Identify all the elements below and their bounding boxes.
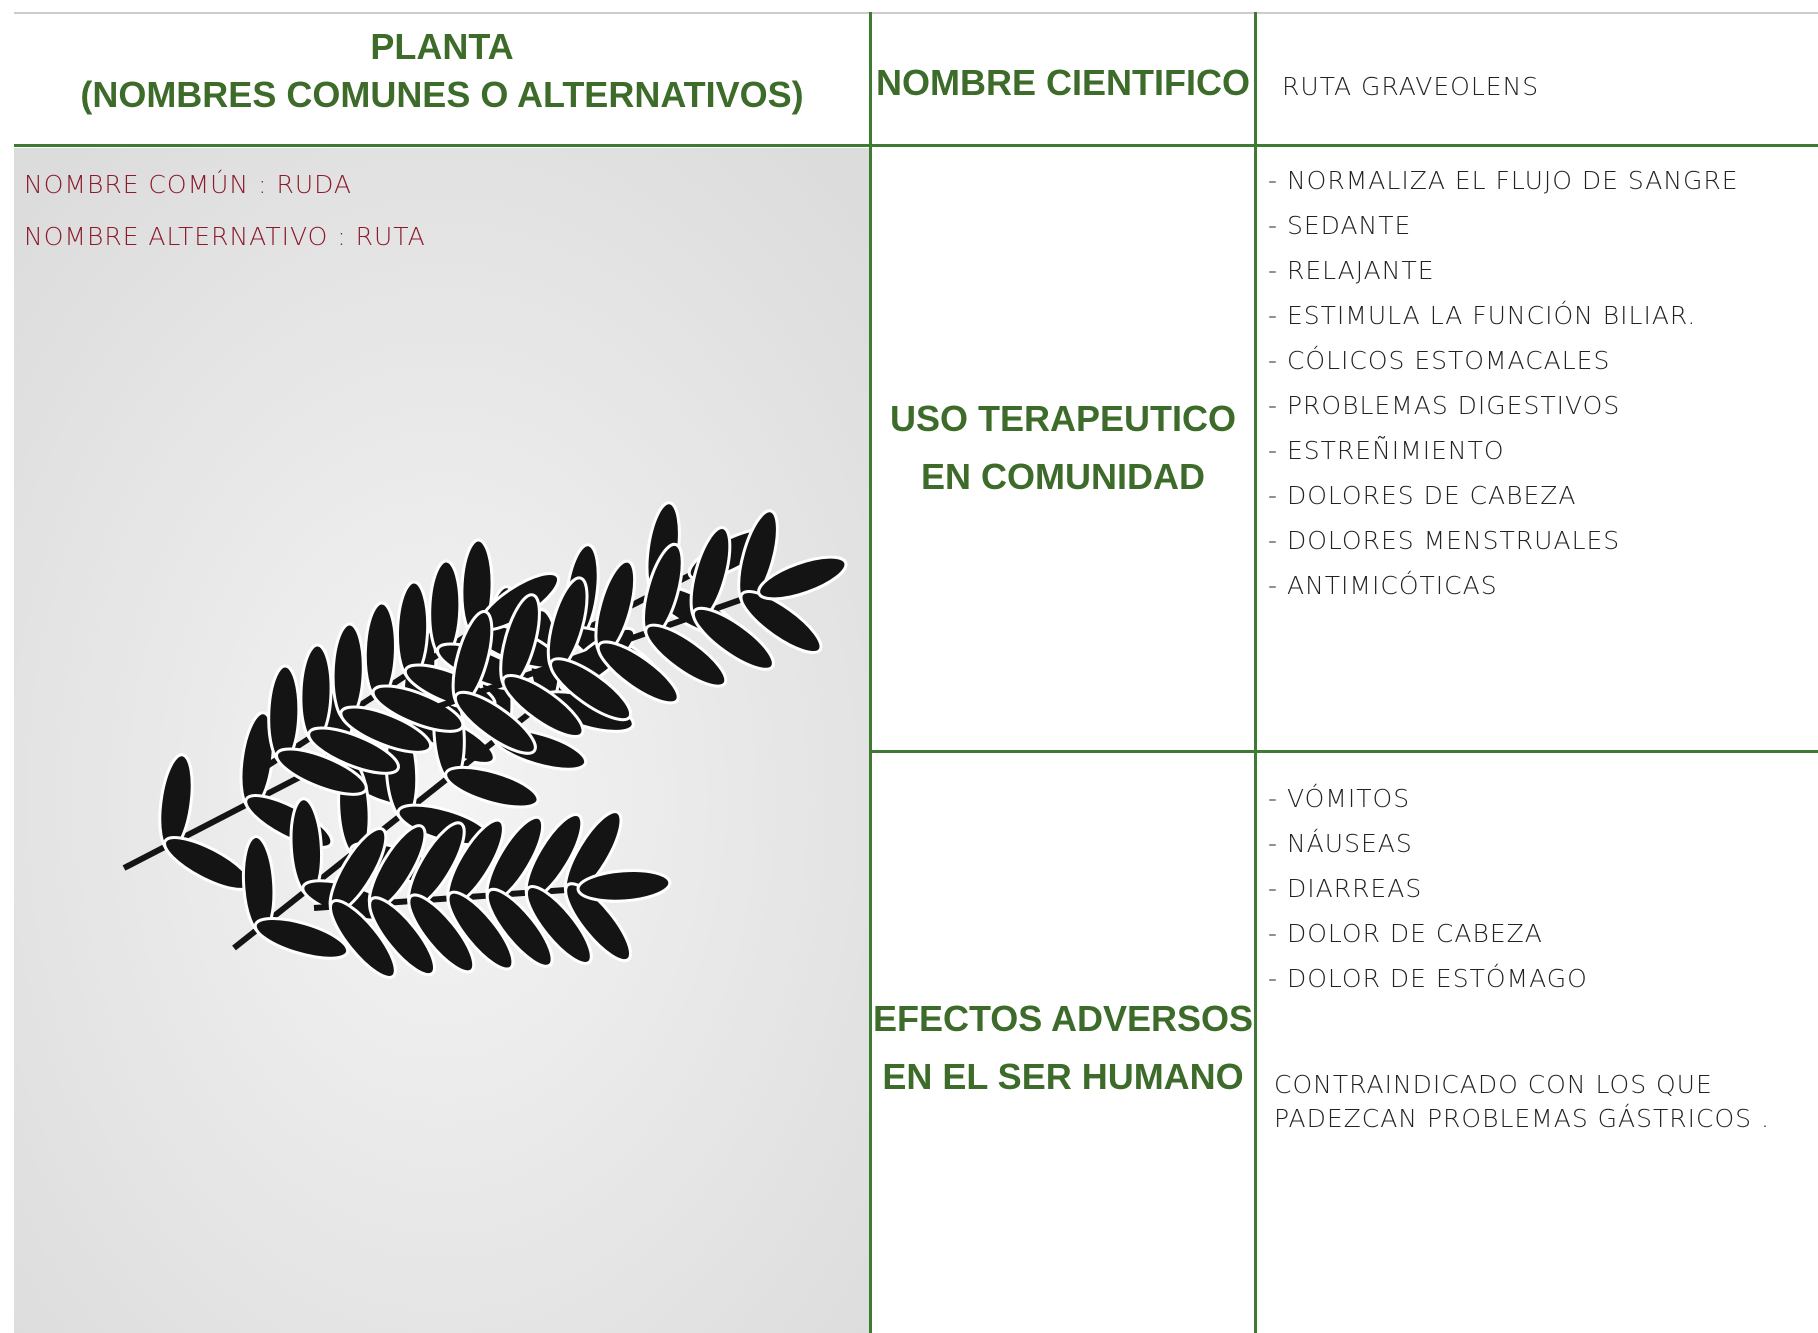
plant-part xyxy=(368,896,437,977)
plant-part xyxy=(596,640,680,705)
list-item: - SEDANTE xyxy=(1268,211,1412,240)
label-line: EN COMUNIDAD xyxy=(921,456,1205,497)
plant-part xyxy=(339,705,433,754)
rule xyxy=(869,12,872,1333)
plant-part xyxy=(564,882,633,963)
plant-part xyxy=(757,555,848,601)
scientific-label: NOMBRE CIENTIFICO xyxy=(876,62,1250,103)
plant-part xyxy=(407,893,476,974)
list-item: - DOLOR DE CABEZA xyxy=(1268,919,1543,948)
scientific-name: RUTA GRAVEOLENS xyxy=(1282,72,1540,101)
list-item: - DOLORES DE CABEZA xyxy=(1268,481,1577,510)
contraindication-note: CONTRAINDICADO CON LOS QUE PADEZCAN PROBL… xyxy=(1274,1068,1770,1136)
list-item: - DIARREAS xyxy=(1268,874,1423,903)
list-item: - DOLORES MENSTRUALES xyxy=(1268,526,1621,555)
note-line: PADEZCAN PROBLEMAS GÁSTRICOS . xyxy=(1274,1104,1770,1133)
common-name: NOMBRE COMÚN : RUDA xyxy=(24,170,353,199)
plant-part xyxy=(307,726,400,775)
list-item: - CÓLICOS ESTOMACALES xyxy=(1268,346,1611,375)
plant-part xyxy=(328,899,397,979)
rule xyxy=(14,144,1818,147)
header-subtitle: (NOMBRES COMUNES O ALTERNATIVOS) xyxy=(80,74,804,115)
list-item: - NORMALIZA EL FLUJO DE SANGRE xyxy=(1268,166,1739,195)
plant-part xyxy=(644,623,728,688)
label-line: USO TERAPEUTICO xyxy=(889,398,1237,439)
plant-part xyxy=(501,674,585,738)
plant-part xyxy=(485,887,554,968)
note-line: CONTRAINDICADO CON LOS QUE xyxy=(1274,1070,1713,1099)
list-item: - RELAJANTE xyxy=(1268,256,1435,285)
rule xyxy=(870,750,1818,753)
therapeutic-list: - NORMALIZA EL FLUJO DE SANGRE - SEDANTE -… xyxy=(1268,166,1739,616)
adverse-list: - VÓMITOS - NÁUSEAS - DIARREAS - DOLOR DE C… xyxy=(1268,784,1588,1009)
label-line: EN EL SER HUMANO xyxy=(882,1056,1244,1097)
plant-part xyxy=(274,747,368,796)
adverse-label: EFECTOS ADVERSOS EN EL SER HUMANO xyxy=(872,990,1254,1106)
plant-part xyxy=(446,890,515,971)
plant-part xyxy=(444,765,540,809)
plant-part xyxy=(371,684,465,733)
plant-part xyxy=(691,606,775,671)
list-item: - ESTREÑIMIENTO xyxy=(1268,436,1505,465)
plant-header: PLANTA (NOMBRES COMUNES O ALTERNATIVOS) xyxy=(14,26,870,116)
rule xyxy=(1254,12,1257,1333)
list-item: - DOLOR DE ESTÓMAGO xyxy=(1268,964,1588,993)
therapeutic-label: USO TERAPEUTICO EN COMUNIDAD xyxy=(872,390,1254,506)
plant-part xyxy=(576,869,672,903)
plant-part xyxy=(524,885,593,965)
plant-part xyxy=(453,690,537,755)
plant-part xyxy=(549,657,633,722)
list-item: - ANTIMICÓTICAS xyxy=(1268,571,1498,600)
list-item: - ESTIMULA LA FUNCIÓN BILIAR. xyxy=(1268,301,1697,330)
top-border xyxy=(14,12,1818,14)
plant-part xyxy=(739,590,823,654)
list-item: - PROBLEMAS DIGESTIVOS xyxy=(1268,391,1621,420)
alternative-name: NOMBRE ALTERNATIVO : RUTA xyxy=(24,222,426,251)
header-title: PLANTA xyxy=(370,26,514,67)
list-item: - NÁUSEAS xyxy=(1268,829,1413,858)
plant-image xyxy=(14,148,870,1333)
plant-part xyxy=(253,917,350,960)
list-item: - VÓMITOS xyxy=(1268,784,1411,813)
label-line: EFECTOS ADVERSOS xyxy=(872,998,1254,1039)
